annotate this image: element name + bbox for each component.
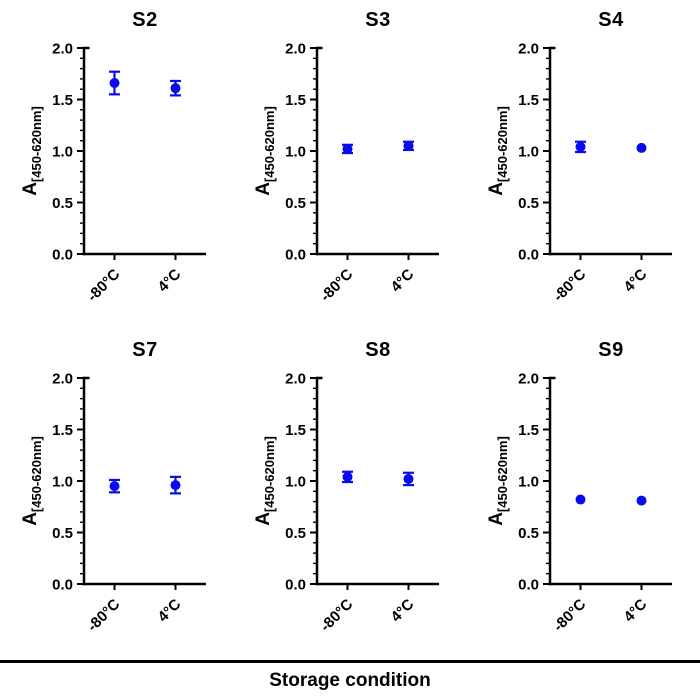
x-tick-label: 4°C xyxy=(154,266,184,296)
x-tick-label: 4°C xyxy=(620,596,650,626)
y-tick-label: 2.0 xyxy=(285,371,306,388)
data-point xyxy=(342,471,353,482)
subplot-s4: S4 0.0 0.5 1.0 1.5 2.0 -80°C 4°C A[450-620nm] xyxy=(466,0,699,330)
data-point xyxy=(170,83,181,94)
y-tick-label: 0.0 xyxy=(52,247,73,264)
y-tick-label: 0.0 xyxy=(52,577,73,594)
y-axis-title: A[450-620nm] xyxy=(20,106,44,196)
x-tick-label: -80°C xyxy=(317,596,356,635)
plot-s2: 0.0 0.5 1.0 1.5 2.0 -80°C 4°C A[450-620nm] xyxy=(20,41,206,305)
y-tick-label: 2.0 xyxy=(285,41,306,58)
data-point xyxy=(403,473,414,484)
y-tick-label: 2.0 xyxy=(52,41,73,58)
y-tick-label: 2.0 xyxy=(52,371,73,388)
y-tick-label: 0.5 xyxy=(285,195,306,212)
y-tick-label: 0.5 xyxy=(52,525,73,542)
subplot-s3: S3 0.0 0.5 1.0 1.5 2.0 -80°C 4°C A[450-620nm] xyxy=(233,0,466,330)
y-tick-label: 0.0 xyxy=(285,247,306,264)
y-tick-label: 1.0 xyxy=(518,144,539,161)
y-tick-label: 1.0 xyxy=(518,474,539,491)
data-point xyxy=(636,495,647,506)
y-tick-label: 1.5 xyxy=(285,422,306,439)
x-tick-label: -80°C xyxy=(317,266,356,305)
subplot-grid: S2 0.0 0.5 1.0 1.5 2.0 -80°C 4°C A[450-620nm] S… xyxy=(0,0,699,660)
y-axis-title: A[450-620nm] xyxy=(253,106,277,196)
plot-s8: 0.0 0.5 1.0 1.5 2.0 -80°C 4°C A[450-620nm] xyxy=(253,371,439,635)
y-tick-label: 0.0 xyxy=(518,577,539,594)
data-point xyxy=(403,140,414,151)
subplot-s9: S9 0.0 0.5 1.0 1.5 2.0 -80°C 4°C A[450-620nm] xyxy=(466,330,699,660)
x-tick-label: -80°C xyxy=(550,266,589,305)
y-tick-label: 0.5 xyxy=(285,525,306,542)
x-tick-label: -80°C xyxy=(84,266,123,305)
x-tick-label: 4°C xyxy=(387,596,417,626)
data-point xyxy=(109,78,120,89)
x-axis-label: Storage condition xyxy=(269,670,431,691)
plot-s4: 0.0 0.5 1.0 1.5 2.0 -80°C 4°C A[450-620nm] xyxy=(486,41,672,305)
subplot-s8: S8 0.0 0.5 1.0 1.5 2.0 -80°C 4°C A[450-620nm] xyxy=(233,330,466,660)
data-point xyxy=(636,142,647,153)
x-axis-footer: Storage condition xyxy=(0,660,700,692)
y-axis-title: A[450-620nm] xyxy=(486,106,510,196)
plot-s7: 0.0 0.5 1.0 1.5 2.0 -80°C 4°C A[450-620nm] xyxy=(20,371,206,635)
subplot-title-s8: S8 xyxy=(365,339,391,361)
x-tick-label: -80°C xyxy=(550,596,589,635)
subplot-title-s9: S9 xyxy=(598,339,624,361)
x-tick-label: -80°C xyxy=(84,596,123,635)
y-tick-label: 1.5 xyxy=(518,422,539,439)
x-tick-label: 4°C xyxy=(154,596,184,626)
y-tick-label: 1.0 xyxy=(285,474,306,491)
data-point xyxy=(109,481,120,492)
x-tick-label: 4°C xyxy=(387,266,417,296)
subplot-s2: S2 0.0 0.5 1.0 1.5 2.0 -80°C 4°C A[450-620nm] xyxy=(0,0,233,330)
y-tick-label: 1.0 xyxy=(52,474,73,491)
subplot-title-s2: S2 xyxy=(132,9,158,31)
subplot-title-s4: S4 xyxy=(598,9,624,31)
plot-s3: 0.0 0.5 1.0 1.5 2.0 -80°C 4°C A[450-620nm] xyxy=(253,41,439,305)
y-tick-label: 2.0 xyxy=(518,41,539,58)
y-tick-label: 1.0 xyxy=(285,144,306,161)
data-point xyxy=(575,494,586,505)
y-tick-label: 0.5 xyxy=(52,195,73,212)
y-tick-label: 2.0 xyxy=(518,371,539,388)
y-tick-label: 0.0 xyxy=(518,247,539,264)
y-tick-label: 0.0 xyxy=(285,577,306,594)
y-tick-label: 1.0 xyxy=(52,144,73,161)
data-point xyxy=(575,141,586,152)
y-tick-label: 1.5 xyxy=(518,92,539,109)
y-tick-label: 1.5 xyxy=(285,92,306,109)
y-axis-title: A[450-620nm] xyxy=(486,436,510,526)
data-point xyxy=(170,480,181,491)
plot-s9: 0.0 0.5 1.0 1.5 2.0 -80°C 4°C A[450-620nm] xyxy=(486,371,672,635)
y-axis-title: A[450-620nm] xyxy=(253,436,277,526)
subplot-s7: S7 0.0 0.5 1.0 1.5 2.0 -80°C 4°C A[450-620nm] xyxy=(0,330,233,660)
subplot-title-s7: S7 xyxy=(132,339,158,361)
subplot-title-s3: S3 xyxy=(365,9,391,31)
data-point xyxy=(342,143,353,154)
y-tick-label: 1.5 xyxy=(52,422,73,439)
y-tick-label: 1.5 xyxy=(52,92,73,109)
x-tick-label: 4°C xyxy=(620,266,650,296)
y-tick-label: 0.5 xyxy=(518,195,539,212)
y-axis-title: A[450-620nm] xyxy=(20,436,44,526)
y-tick-label: 0.5 xyxy=(518,525,539,542)
